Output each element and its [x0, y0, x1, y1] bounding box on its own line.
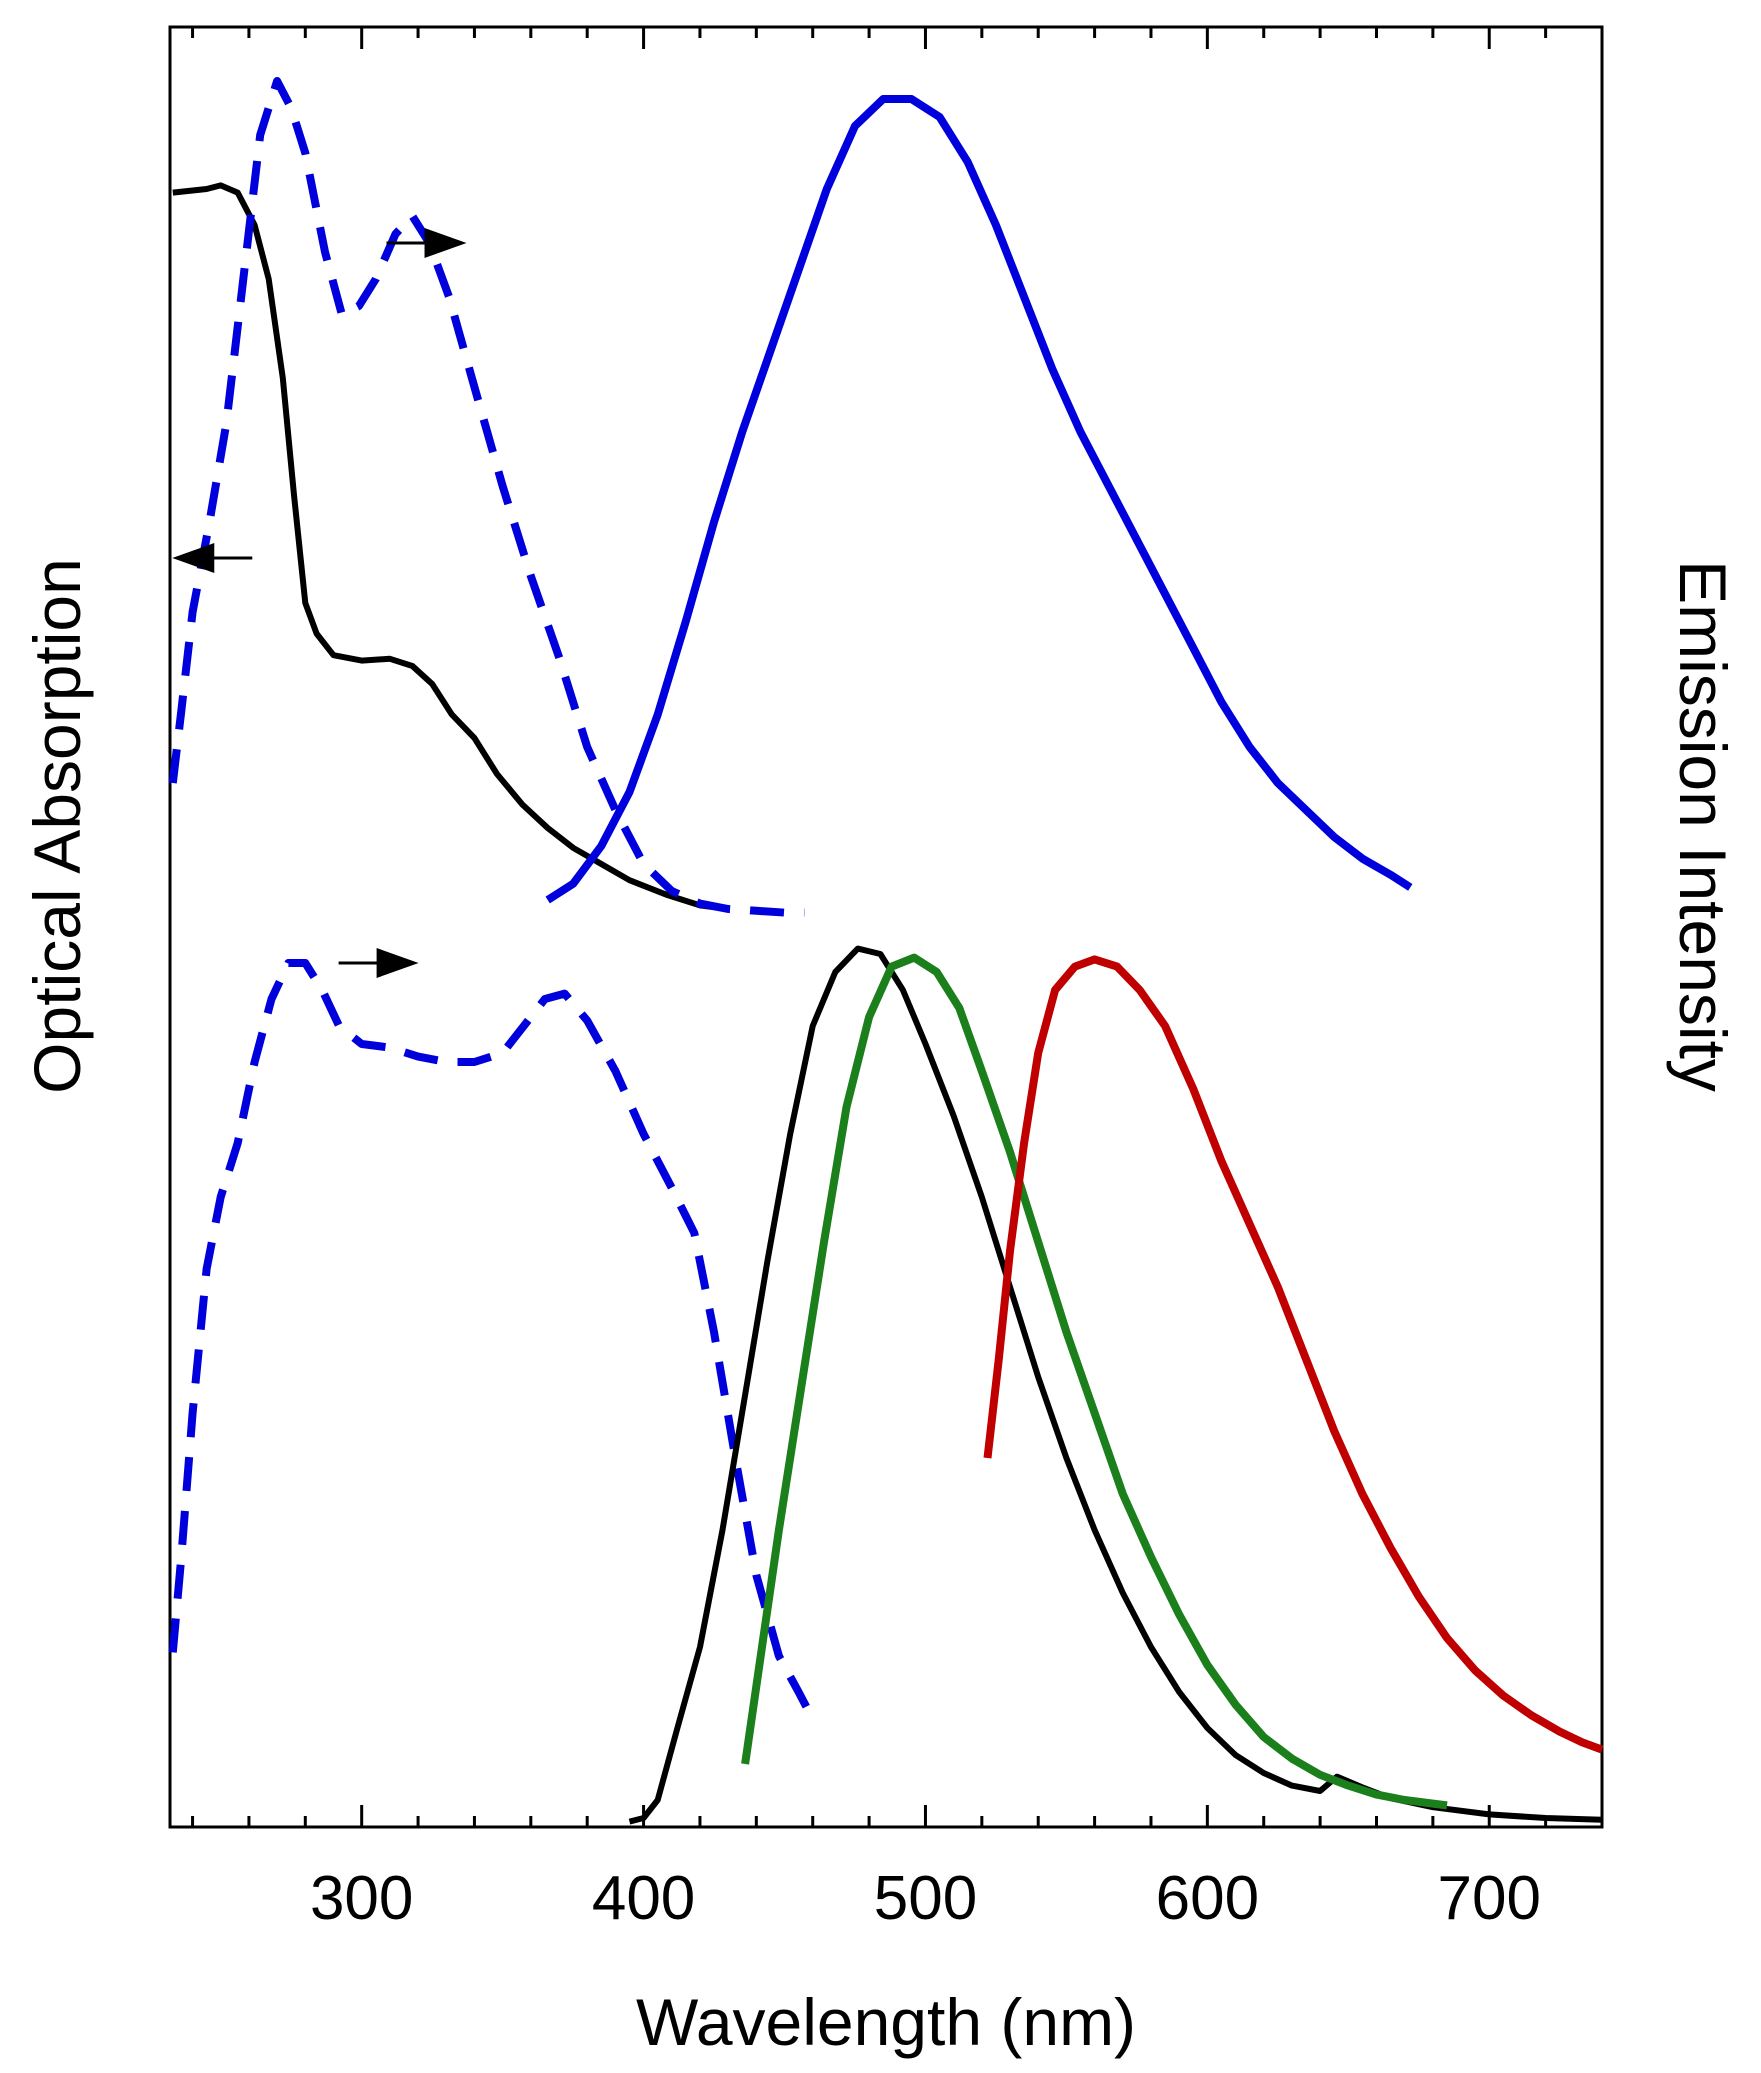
series-bottom-excitation	[168, 959, 817, 1721]
x-axis-label: Wavelength (nm)	[636, 1985, 1136, 2059]
y-axis-label-right: Emission Intensity	[1666, 560, 1740, 1092]
arrow-head	[424, 228, 467, 258]
series-top-absorption	[172, 182, 729, 912]
x-tick-label-700: 700	[1438, 1864, 1541, 1933]
series-bottom-emission-red	[983, 955, 1604, 1754]
x-tick-labels: 300 400 500 600 700	[310, 1864, 1541, 1933]
arrow-left-2	[172, 543, 253, 573]
x-tick-label-500: 500	[874, 1864, 977, 1933]
x-tick-label-300: 300	[310, 1864, 413, 1933]
arrow-right-1	[386, 228, 467, 258]
series-bottom-emission-green	[741, 953, 1448, 1810]
arrow-head	[172, 543, 215, 573]
plot-frame	[168, 25, 1604, 1829]
annotations	[172, 228, 467, 978]
series-bottom-emission-blue	[628, 945, 1603, 1825]
arrow-head	[376, 948, 419, 978]
x-ticks	[191, 27, 1548, 1827]
series-top-emission	[545, 95, 1413, 904]
series	[168, 77, 1604, 1825]
x-tick-label-600: 600	[1156, 1864, 1259, 1933]
y-axis-label-left: Optical Absorption	[20, 558, 94, 1094]
x-tick-label-400: 400	[592, 1864, 695, 1933]
series-top-excitation	[168, 77, 805, 917]
arrow-right-3	[338, 948, 419, 978]
